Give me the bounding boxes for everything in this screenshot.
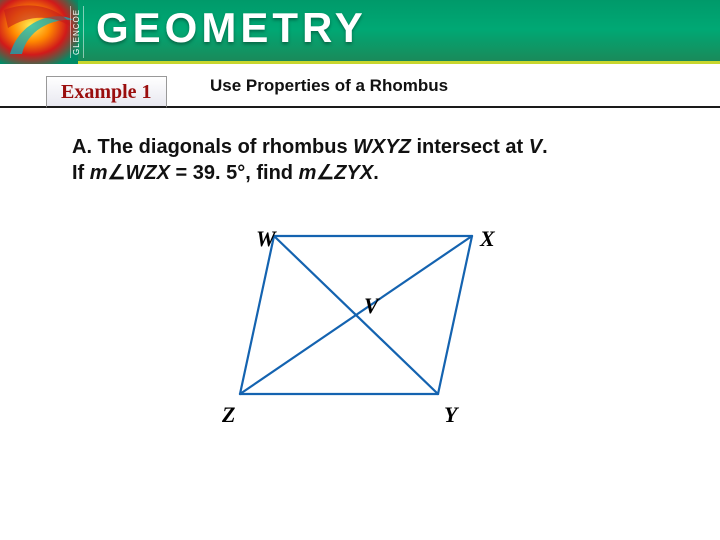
rhombus-name: WXYZ xyxy=(353,136,411,158)
content-area: A. The diagonals of rhombus WXYZ interse… xyxy=(0,108,720,432)
angle-sym1: ∠ xyxy=(108,162,126,184)
lesson-title: Use Properties of a Rhombus xyxy=(210,76,448,96)
angle1: WZX xyxy=(126,162,170,184)
given-value: 39. 5 xyxy=(193,162,237,184)
problem-statement: A. The diagonals of rhombus WXYZ interse… xyxy=(72,134,660,186)
vertex-label-x: X xyxy=(480,226,495,252)
vertex-label-z: Z xyxy=(222,402,235,428)
m1: m xyxy=(90,162,108,184)
example-tab: Example 1 xyxy=(46,76,167,108)
textbook-header: GLENCOE GEOMETRY xyxy=(0,0,720,64)
vertex-label-v: V xyxy=(364,293,379,319)
sent1a: The diagonals of rhombus xyxy=(92,136,353,158)
m2: m xyxy=(299,162,317,184)
sent1b: intersect at xyxy=(411,136,529,158)
header-swirl-art xyxy=(0,0,78,64)
vertex-label-y: Y xyxy=(444,402,457,428)
vertex-label-w: W xyxy=(256,226,276,252)
equals: = xyxy=(170,162,193,184)
find-word: , find xyxy=(245,162,298,184)
swirl-icon xyxy=(0,0,78,64)
sent1c: . xyxy=(542,136,548,158)
if-word: If xyxy=(72,162,90,184)
part-label: A. xyxy=(72,136,92,158)
point-v: V xyxy=(529,136,542,158)
book-title: GEOMETRY xyxy=(96,4,367,52)
example-bar: Example 1 Use Properties of a Rhombus xyxy=(0,64,720,108)
publisher-label: GLENCOE xyxy=(70,6,84,58)
end: . xyxy=(373,162,379,184)
rhombus-figure: W X Y Z V xyxy=(216,212,516,432)
angle-sym2: ∠ xyxy=(316,162,334,184)
angle2: ZYX xyxy=(334,162,373,184)
